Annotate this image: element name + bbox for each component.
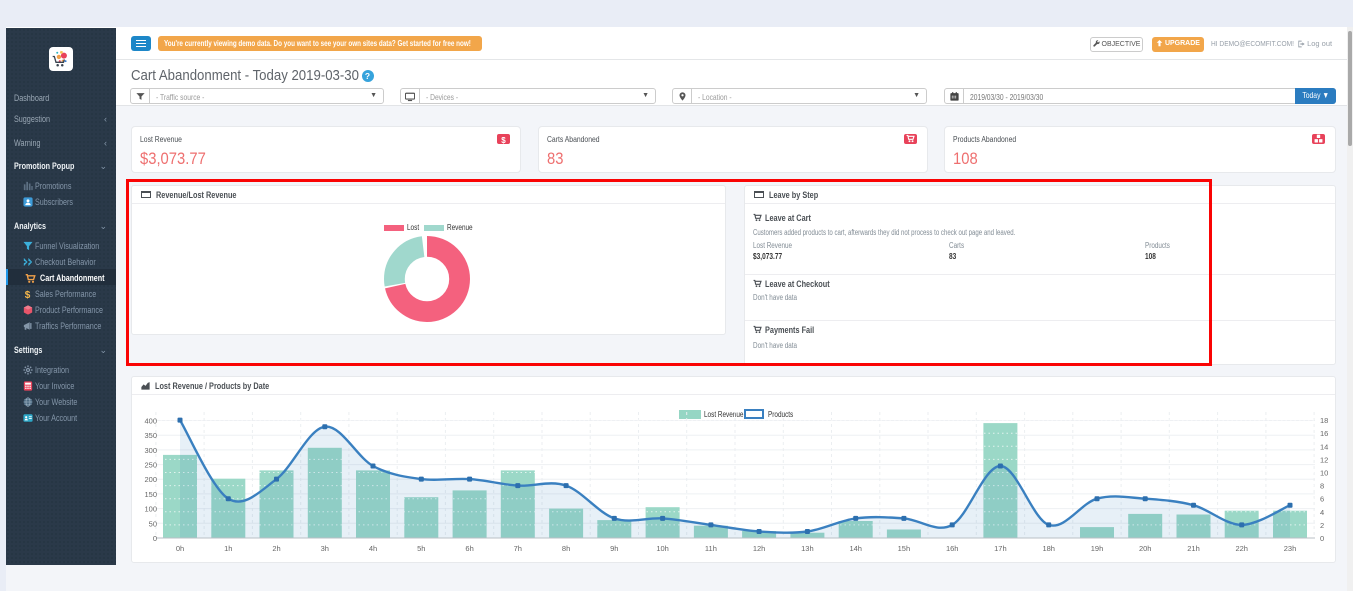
svg-text:2: 2 [1320,521,1324,530]
svg-text:18h: 18h [1042,544,1055,553]
svg-text:17h: 17h [994,544,1007,553]
svg-text:4: 4 [1320,508,1324,517]
svg-text:8: 8 [1320,482,1324,491]
svg-text:5h: 5h [417,544,425,553]
svg-text:8h: 8h [562,544,570,553]
svg-text:50: 50 [149,519,157,528]
svg-text:1h: 1h [224,544,232,553]
svg-text:10h: 10h [656,544,669,553]
svg-text:300: 300 [144,446,157,455]
svg-text:200: 200 [144,475,157,484]
svg-text:6: 6 [1320,495,1324,504]
svg-text:11h: 11h [705,544,717,553]
svg-text:100: 100 [144,505,157,514]
svg-text:0h: 0h [176,544,184,553]
svg-text:0: 0 [1320,534,1324,543]
svg-text:7h: 7h [514,544,522,553]
svg-text:14h: 14h [849,544,862,553]
svg-text:20h: 20h [1139,544,1152,553]
svg-text:14: 14 [1320,442,1328,451]
svg-text:18: 18 [1320,416,1328,425]
svg-text:22h: 22h [1235,544,1248,553]
svg-text:150: 150 [144,490,157,499]
svg-text:2h: 2h [272,544,280,553]
svg-text:250: 250 [144,461,157,470]
svg-text:10: 10 [1320,469,1328,478]
svg-text:16: 16 [1320,429,1328,438]
svg-text:9h: 9h [610,544,618,553]
svg-text:12h: 12h [753,544,766,553]
svg-text:4h: 4h [369,544,377,553]
svg-text:16h: 16h [946,544,959,553]
svg-text:350: 350 [144,431,157,440]
svg-text:15h: 15h [898,544,911,553]
svg-text:21h: 21h [1187,544,1200,553]
svg-text:23h: 23h [1284,544,1297,553]
svg-text:0: 0 [153,534,157,543]
svg-text:12: 12 [1320,455,1328,464]
svg-text:3h: 3h [321,544,329,553]
svg-text:19h: 19h [1091,544,1104,553]
svg-text:6h: 6h [465,544,473,553]
svg-text:400: 400 [144,417,157,426]
svg-text:13h: 13h [801,544,814,553]
